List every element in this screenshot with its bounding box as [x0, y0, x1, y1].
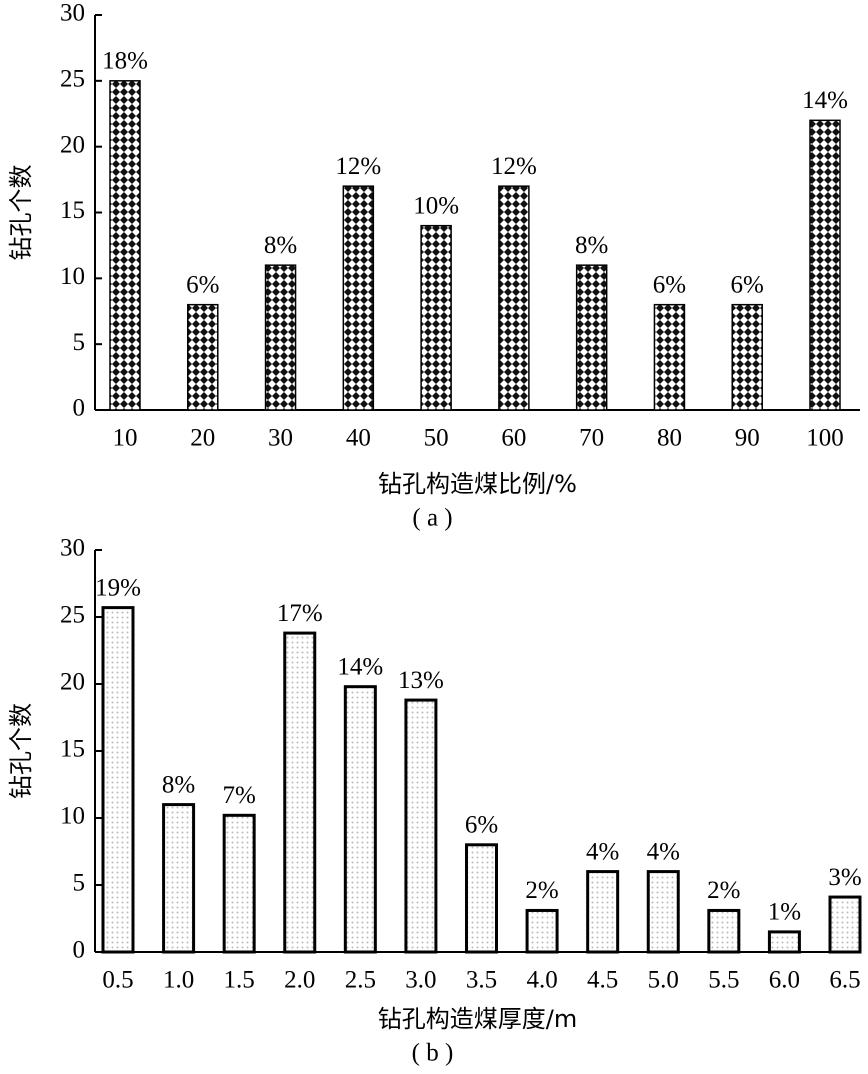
x-tick-label: 6.0 [769, 967, 800, 994]
bar-label: 7% [223, 782, 256, 809]
bar-label: 13% [398, 667, 444, 694]
bar-label: 6% [731, 271, 764, 298]
bar [586, 870, 620, 954]
subtitle: ( a ) [412, 505, 452, 532]
bar [731, 303, 763, 411]
bar-label: 6% [465, 812, 498, 839]
y-tick-label: 20 [60, 131, 85, 158]
x-tick-label: 3.0 [405, 967, 436, 994]
bar-label: 14% [337, 653, 383, 680]
bar [343, 685, 377, 954]
x-tick-label: 100 [806, 425, 844, 452]
bar [498, 185, 530, 411]
bar-label: 12% [491, 153, 537, 180]
x-tick-label: 60 [501, 425, 526, 452]
bar-label: 1% [768, 899, 801, 926]
x-tick-label: 20 [190, 425, 215, 452]
y-tick-label: 20 [60, 669, 85, 696]
bar-label: 12% [335, 153, 381, 180]
bar [525, 908, 559, 954]
bar [767, 930, 801, 954]
y-tick-label: 0 [73, 395, 86, 422]
x-tick-label: 2.5 [345, 967, 376, 994]
y-tick-label: 25 [60, 66, 85, 93]
bar-label: 2% [525, 877, 558, 904]
y-tick-label: 25 [60, 602, 85, 629]
bar [809, 119, 841, 411]
bar [222, 813, 256, 954]
bar-label: 8% [162, 771, 195, 798]
bar-label: 8% [575, 232, 608, 259]
bar-label: 17% [277, 600, 323, 627]
bar-label: 4% [586, 838, 619, 865]
y-tick-label: 5 [73, 870, 86, 897]
y-tick-label: 0 [73, 937, 86, 964]
x-tick-label: 30 [268, 425, 293, 452]
y-axis-label: 钻孔个数 [7, 165, 35, 261]
bar [707, 908, 741, 954]
y-tick-label: 5 [73, 329, 86, 356]
bar [646, 870, 680, 954]
subtitle: ( b ) [412, 1040, 454, 1067]
bar [828, 895, 862, 954]
x-tick-label: 2.0 [284, 967, 315, 994]
x-tick-label: 90 [735, 425, 760, 452]
bar-label: 6% [653, 271, 686, 298]
x-tick-label: 1.5 [224, 967, 255, 994]
bar [162, 803, 196, 954]
bar-label: 14% [802, 87, 848, 114]
bar-label: 3% [828, 864, 861, 891]
y-axis-label: 钻孔个数 [7, 703, 35, 799]
x-tick-label: 10 [113, 425, 138, 452]
x-tick-label: 6.5 [829, 967, 860, 994]
bar-label: 18% [102, 48, 148, 75]
x-tick-label: 4.0 [526, 967, 557, 994]
x-tick-label: 70 [579, 425, 604, 452]
bar [575, 264, 608, 411]
x-tick-label: 0.5 [102, 967, 133, 994]
y-tick-label: 10 [60, 803, 85, 830]
bar-label: 6% [186, 271, 219, 298]
x-tick-label: 50 [424, 425, 449, 452]
y-tick-label: 10 [60, 263, 85, 290]
x-axis-label: 钻孔构造煤厚度/m [378, 1005, 577, 1033]
y-tick-label: 30 [60, 535, 85, 562]
bar [342, 185, 375, 411]
bar [187, 303, 219, 411]
bar-label: 4% [647, 838, 680, 865]
y-tick-label: 15 [60, 197, 85, 224]
bar-label: 8% [264, 232, 297, 259]
bar [109, 80, 141, 411]
bar [283, 631, 317, 954]
x-tick-label: 1.0 [163, 967, 194, 994]
y-tick-label: 30 [60, 0, 85, 27]
bar [101, 606, 135, 954]
x-tick-label: 5.5 [708, 967, 739, 994]
bar [465, 843, 498, 954]
x-axis-label: 钻孔构造煤比例/% [378, 470, 577, 498]
bar [264, 264, 297, 411]
bar-label: 2% [707, 877, 740, 904]
x-tick-label: 40 [346, 425, 371, 452]
x-tick-label: 4.5 [587, 967, 618, 994]
bar [653, 303, 686, 411]
x-tick-label: 5.0 [648, 967, 679, 994]
x-tick-label: 80 [657, 425, 682, 452]
bar-label: 19% [95, 574, 141, 601]
y-tick-label: 15 [60, 736, 85, 763]
bar [420, 224, 452, 411]
bar [404, 698, 438, 954]
bar-label: 10% [413, 192, 459, 219]
x-tick-label: 3.5 [466, 967, 497, 994]
